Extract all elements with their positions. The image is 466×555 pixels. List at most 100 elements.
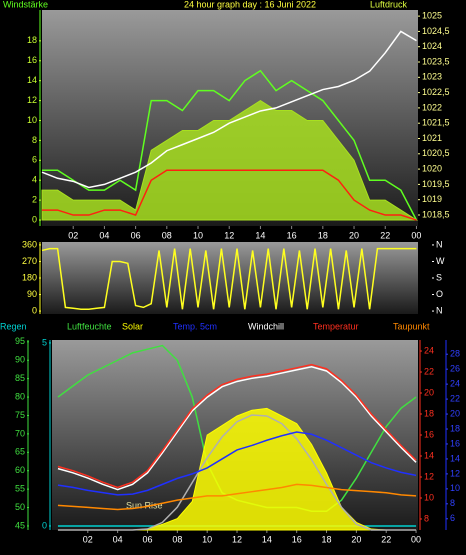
y-tick-label: 10 bbox=[450, 483, 460, 493]
x-tick-label: 22 bbox=[380, 230, 390, 240]
x-tick-label: 00 bbox=[411, 534, 421, 544]
x-tick-label: 18 bbox=[318, 230, 328, 240]
y-tick-label: 1021 bbox=[422, 133, 442, 143]
y-tick-label: 45 bbox=[15, 520, 25, 530]
y-tick-label: 0 bbox=[32, 214, 37, 224]
x-tick-label: 02 bbox=[83, 534, 93, 544]
y-tick-label: 20 bbox=[424, 387, 434, 397]
y-tick-label: 50 bbox=[15, 502, 25, 512]
y-tick-label: 10 bbox=[27, 115, 37, 125]
x-tick-label: 06 bbox=[142, 534, 152, 544]
y-tick-label: 1023 bbox=[422, 72, 442, 82]
x-tick-label: 22 bbox=[381, 534, 391, 544]
y-tick-label: 0 bbox=[42, 520, 47, 530]
legend-label: Windchill bbox=[248, 321, 284, 331]
y-tick-label: 1024 bbox=[422, 41, 442, 51]
x-tick-label: 06 bbox=[131, 230, 141, 240]
y-tick-label: 16 bbox=[450, 438, 460, 448]
y-tick-label: 1018,5 bbox=[422, 209, 450, 219]
y-tick-label: 1021,5 bbox=[422, 118, 450, 128]
x-tick-label: 12 bbox=[232, 534, 242, 544]
y-tick-label: 360 bbox=[22, 239, 37, 249]
y-tick-label: 16 bbox=[424, 429, 434, 439]
y-tick-label: 1020,5 bbox=[422, 148, 450, 158]
y-tick-label: 95 bbox=[15, 336, 25, 346]
y-tick-label: 12 bbox=[450, 468, 460, 478]
y-tick-label: 18 bbox=[27, 35, 37, 45]
y-tick-label: 8 bbox=[450, 498, 455, 508]
y-tick-label: 24 bbox=[424, 345, 434, 355]
annotation: Sun Rise bbox=[126, 500, 163, 510]
line bbox=[42, 69, 418, 221]
x-tick-label: 04 bbox=[99, 230, 109, 240]
y-tick-label: 2 bbox=[32, 194, 37, 204]
y-tick-label: 14 bbox=[424, 450, 434, 460]
y-tick-label: 6 bbox=[450, 513, 455, 523]
y-tick-label: 60 bbox=[15, 465, 25, 475]
x-tick-label: 00 bbox=[411, 230, 421, 240]
x-tick-label: 18 bbox=[322, 534, 332, 544]
x-tick-label: 08 bbox=[172, 534, 182, 544]
y-axis-title: Windstärke bbox=[3, 0, 48, 9]
y-tick-label: 75 bbox=[15, 410, 25, 420]
y-tick-label: 8 bbox=[424, 513, 429, 523]
y-tick-label: N bbox=[436, 305, 443, 315]
y-tick-label: 1025 bbox=[422, 10, 442, 20]
x-tick-label: 16 bbox=[287, 230, 297, 240]
y-tick-label: 22 bbox=[450, 393, 460, 403]
y-tick-label: 14 bbox=[27, 75, 37, 85]
chart-title: 24 hour graph day : 16 Juni 2022 bbox=[184, 0, 316, 9]
y-tick-label: 1019,5 bbox=[422, 179, 450, 189]
y-tick-label: 26 bbox=[450, 364, 460, 374]
y-tick-label: 65 bbox=[15, 447, 25, 457]
y-tick-label: 70 bbox=[15, 428, 25, 438]
y-tick-label: 18 bbox=[424, 408, 434, 418]
line bbox=[57, 431, 417, 496]
y-tick-label: 8 bbox=[32, 135, 37, 145]
y-tick-label: 90 bbox=[15, 355, 25, 365]
y-tick-label: 1019 bbox=[422, 194, 442, 204]
line bbox=[41, 30, 417, 189]
y-tick-label: 24 bbox=[450, 379, 460, 389]
x-tick-label: 20 bbox=[349, 230, 359, 240]
y2-axis-title: Luftdruck bbox=[370, 0, 408, 9]
line bbox=[41, 247, 417, 310]
legend-label: Temperatur bbox=[313, 321, 359, 331]
y-tick-label: 28 bbox=[450, 349, 460, 359]
line bbox=[42, 169, 417, 221]
legend-label: Luftfeuchte bbox=[67, 321, 112, 331]
x-tick-label: 08 bbox=[162, 230, 172, 240]
legend-label: Temp. 5cm bbox=[173, 321, 217, 331]
line bbox=[57, 363, 417, 489]
line bbox=[57, 483, 417, 511]
x-tick-label: 02 bbox=[68, 230, 78, 240]
y-tick-label: 1022,5 bbox=[422, 87, 450, 97]
y-tick-label: 18 bbox=[450, 423, 460, 433]
y-tick-label: 270 bbox=[22, 256, 37, 266]
y-tick-label: 10 bbox=[424, 492, 434, 502]
y-tick-label: 80 bbox=[15, 391, 25, 401]
y-tick-label: 1022 bbox=[422, 102, 442, 112]
y-tick-label: 5 bbox=[42, 337, 47, 347]
legend-label: Taupunkt bbox=[393, 321, 430, 331]
x-tick-label: 14 bbox=[255, 230, 265, 240]
y-tick-label: 0 bbox=[32, 305, 37, 315]
y-tick-label: 20 bbox=[450, 408, 460, 418]
legend-label: Regen bbox=[0, 321, 27, 331]
y-tick-label: O bbox=[436, 289, 443, 299]
y-tick-label: 1023,5 bbox=[422, 56, 450, 66]
y-tick-label: 1020 bbox=[422, 163, 442, 173]
y-tick-label: 12 bbox=[424, 471, 434, 481]
line bbox=[57, 414, 417, 531]
legend-label: Solar bbox=[122, 321, 143, 331]
y-tick-label: 90 bbox=[27, 289, 37, 299]
line bbox=[57, 365, 417, 491]
x-tick-label: 10 bbox=[193, 230, 203, 240]
y-tick-label: 85 bbox=[15, 373, 25, 383]
y-tick-label: W bbox=[436, 256, 445, 266]
x-tick-label: 16 bbox=[292, 534, 302, 544]
y-tick-label: 1024,5 bbox=[422, 26, 450, 36]
x-tick-label: 14 bbox=[262, 534, 272, 544]
x-tick-label: 04 bbox=[113, 534, 123, 544]
